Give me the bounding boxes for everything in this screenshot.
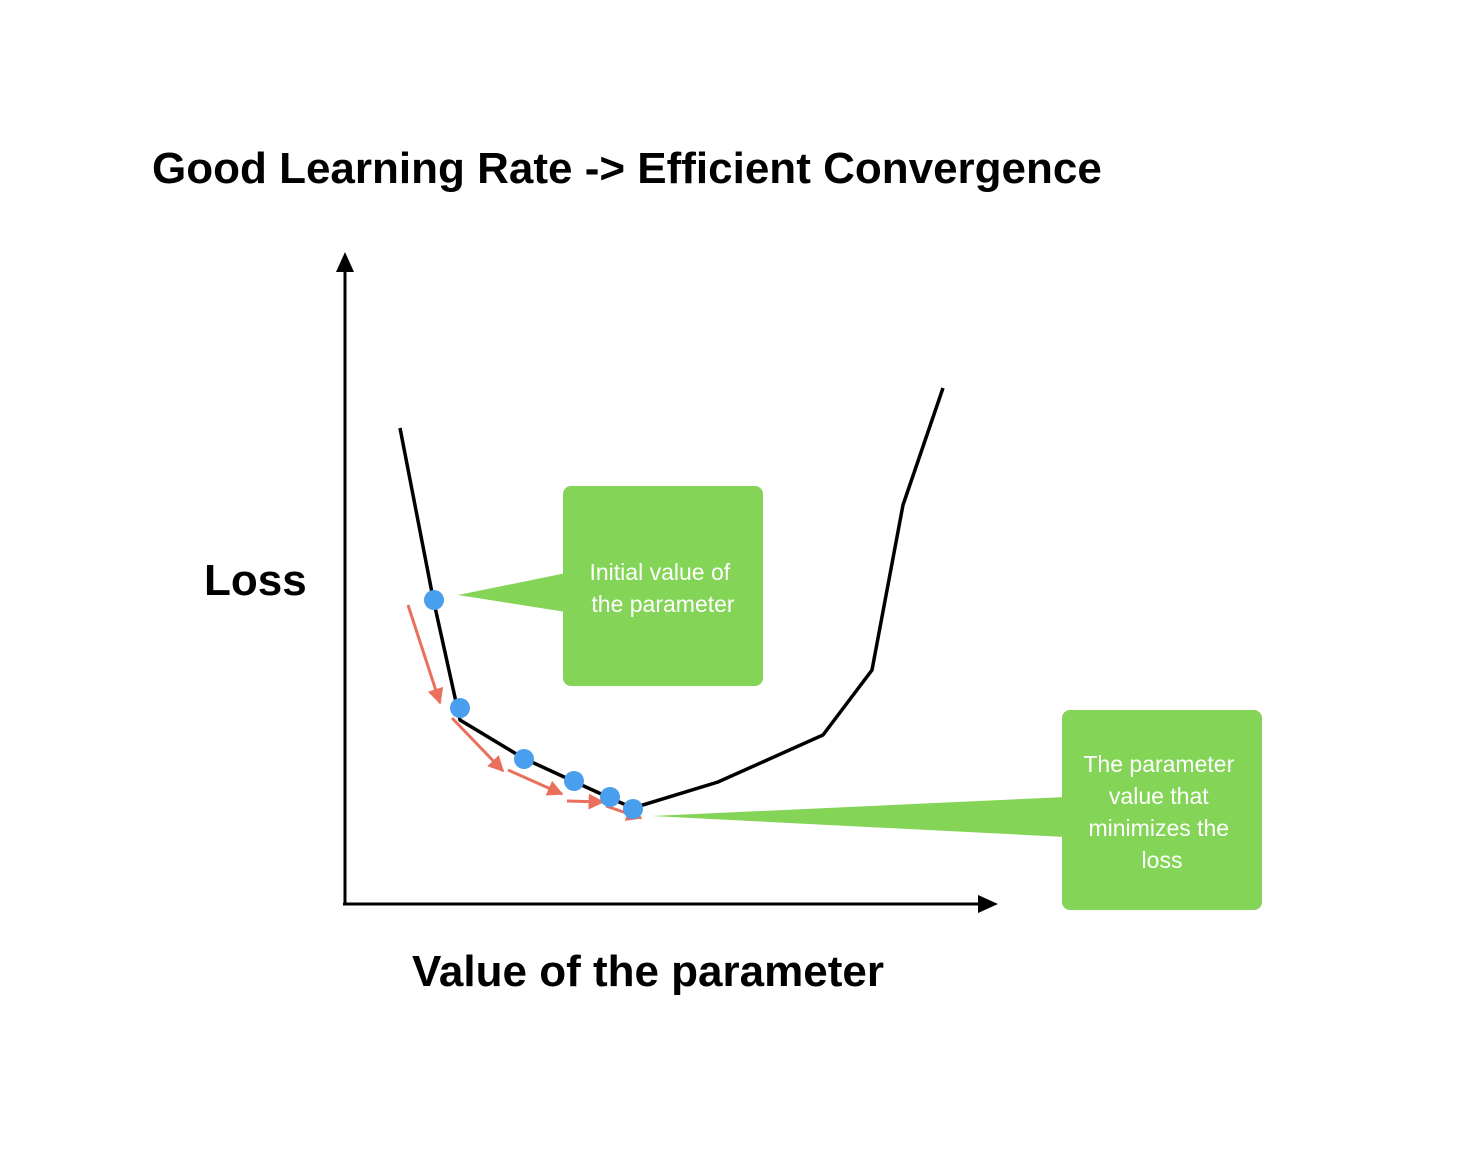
y-axis-label: Loss xyxy=(204,556,307,605)
callout-initial-value: Initial value of the parameter xyxy=(458,486,763,686)
step-arrow xyxy=(566,793,605,810)
parameter-point xyxy=(600,787,620,807)
parameter-points xyxy=(424,590,643,819)
callout-minimum-line: minimizes the xyxy=(1089,815,1230,841)
callout-minimum-line: The parameter xyxy=(1083,751,1234,777)
x-axis-label: Value of the parameter xyxy=(412,947,884,996)
callout-initial-text: Initial value of the parameter xyxy=(589,559,736,617)
parameter-point-initial xyxy=(424,590,444,610)
parameter-point xyxy=(564,771,584,791)
callout-initial-box xyxy=(563,486,763,686)
axes xyxy=(336,252,998,913)
diagram-title: Good Learning Rate -> Efficient Converge… xyxy=(152,144,1102,193)
descent-steps xyxy=(406,604,643,821)
step-arrow xyxy=(507,768,564,796)
parameter-point-minimum xyxy=(623,799,643,819)
callout-minimum-text: The parameter value that minimizes the l… xyxy=(1083,751,1240,873)
parameter-point xyxy=(450,698,470,718)
callout-initial-line: the parameter xyxy=(591,591,735,617)
callout-minimum: The parameter value that minimizes the l… xyxy=(652,710,1262,910)
callout-minimum-line: value that xyxy=(1109,783,1209,809)
callout-minimum-line: loss xyxy=(1142,847,1183,873)
callout-minimum-pointer xyxy=(652,797,1066,837)
callout-initial-pointer xyxy=(458,573,566,612)
x-axis-arrowhead xyxy=(978,895,998,913)
callout-initial-line: Initial value of xyxy=(589,559,730,585)
parameter-point xyxy=(514,749,534,769)
y-axis-arrowhead xyxy=(336,252,354,272)
step-arrow xyxy=(450,716,505,773)
callout-minimum-box xyxy=(1062,710,1262,910)
step-arrow xyxy=(406,604,444,705)
